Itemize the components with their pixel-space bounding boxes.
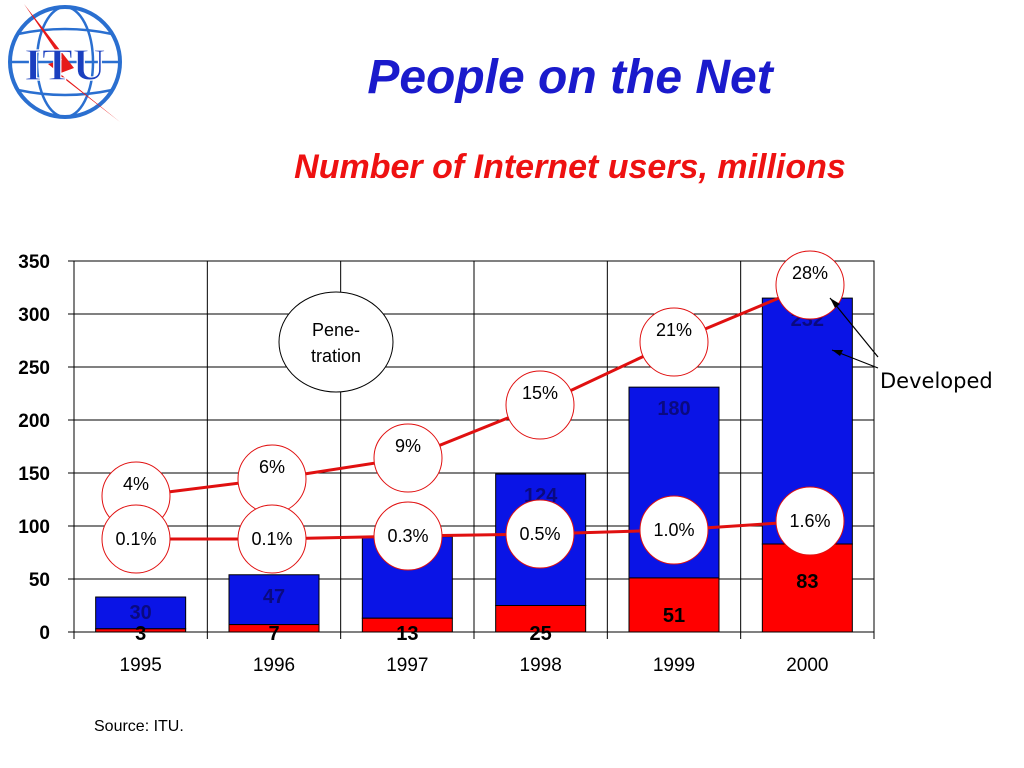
penetration-label: 28% [792,263,828,283]
penetration-marker [373,501,443,571]
bar-other [95,628,187,633]
y-tick-label: 300 [18,305,50,326]
developed-label: Developed [880,369,993,393]
y-tick-label: 0 [39,623,50,644]
penetration-label: 0.5% [519,524,560,544]
bar-label-other: 7 [268,623,279,645]
penetration-label: 0.1% [251,529,292,549]
penetration-annotation-text: tration [311,346,361,366]
developed-arrowhead [830,298,840,308]
x-tick-label: 1998 [520,655,562,676]
bar-developed [95,596,187,630]
penetration-label: 0.3% [387,526,428,546]
penetration-marker [639,495,709,565]
penetration-marker [775,486,845,556]
bar-other [361,617,453,633]
penetration-marker [775,250,845,320]
bar-label-other: 3 [135,623,146,645]
y-tick-label: 150 [18,464,50,485]
penetration-marker [505,370,575,440]
logo-text: ITU [24,39,106,90]
developed-arrowhead [832,350,843,356]
source-note: Source: ITU. [94,718,184,735]
x-tick-label: 1996 [253,655,295,676]
penetration-marker [505,499,575,569]
itu-logo: ITU [8,4,122,122]
bar-label-developed: 47 [263,586,285,608]
penetration-label: 1.6% [789,511,830,531]
penetration-marker [237,444,307,514]
bar-developed [228,574,320,626]
x-tick-label: 1999 [653,655,695,676]
penetration-marker [101,504,171,574]
x-tick-label: 2000 [786,655,828,676]
bar-label-developed: 180 [657,398,690,420]
y-tick-label: 200 [18,411,50,432]
penetration-annotation [278,291,394,393]
penetration-marker [639,307,709,377]
penetration-annotation-text: Pene- [312,320,360,340]
penetration-label: 4% [123,474,149,494]
bar-other [228,624,320,633]
y-tick-label: 350 [18,252,50,273]
bar-label-other: 83 [796,571,818,593]
bar-label-other: 51 [663,605,685,627]
penetration-label: 0.1% [115,529,156,549]
page-subtitle: Number of Internet users, millions [294,148,846,186]
bar-other [495,605,587,633]
penetration-label: 9% [395,436,421,456]
bar-other [628,577,720,633]
penetration-label: 21% [656,320,692,340]
bar-label-other: 13 [396,623,418,645]
penetration-marker [237,504,307,574]
developed-arrow [829,297,879,358]
y-tick-label: 250 [18,358,50,379]
y-tick-label: 100 [18,517,50,538]
x-tick-label: 1995 [120,655,162,676]
penetration-label: 1.0% [653,520,694,540]
x-tick-label: 1997 [386,655,428,676]
penetration-label: 15% [522,383,558,403]
penetration-label: 6% [259,457,285,477]
bar-other [761,543,853,633]
page-title: People on the Net [367,51,773,104]
bar-label-other: 25 [530,623,552,645]
bar-label-developed: 30 [130,602,152,624]
penetration-marker [373,423,443,493]
y-tick-label: 50 [29,570,50,591]
